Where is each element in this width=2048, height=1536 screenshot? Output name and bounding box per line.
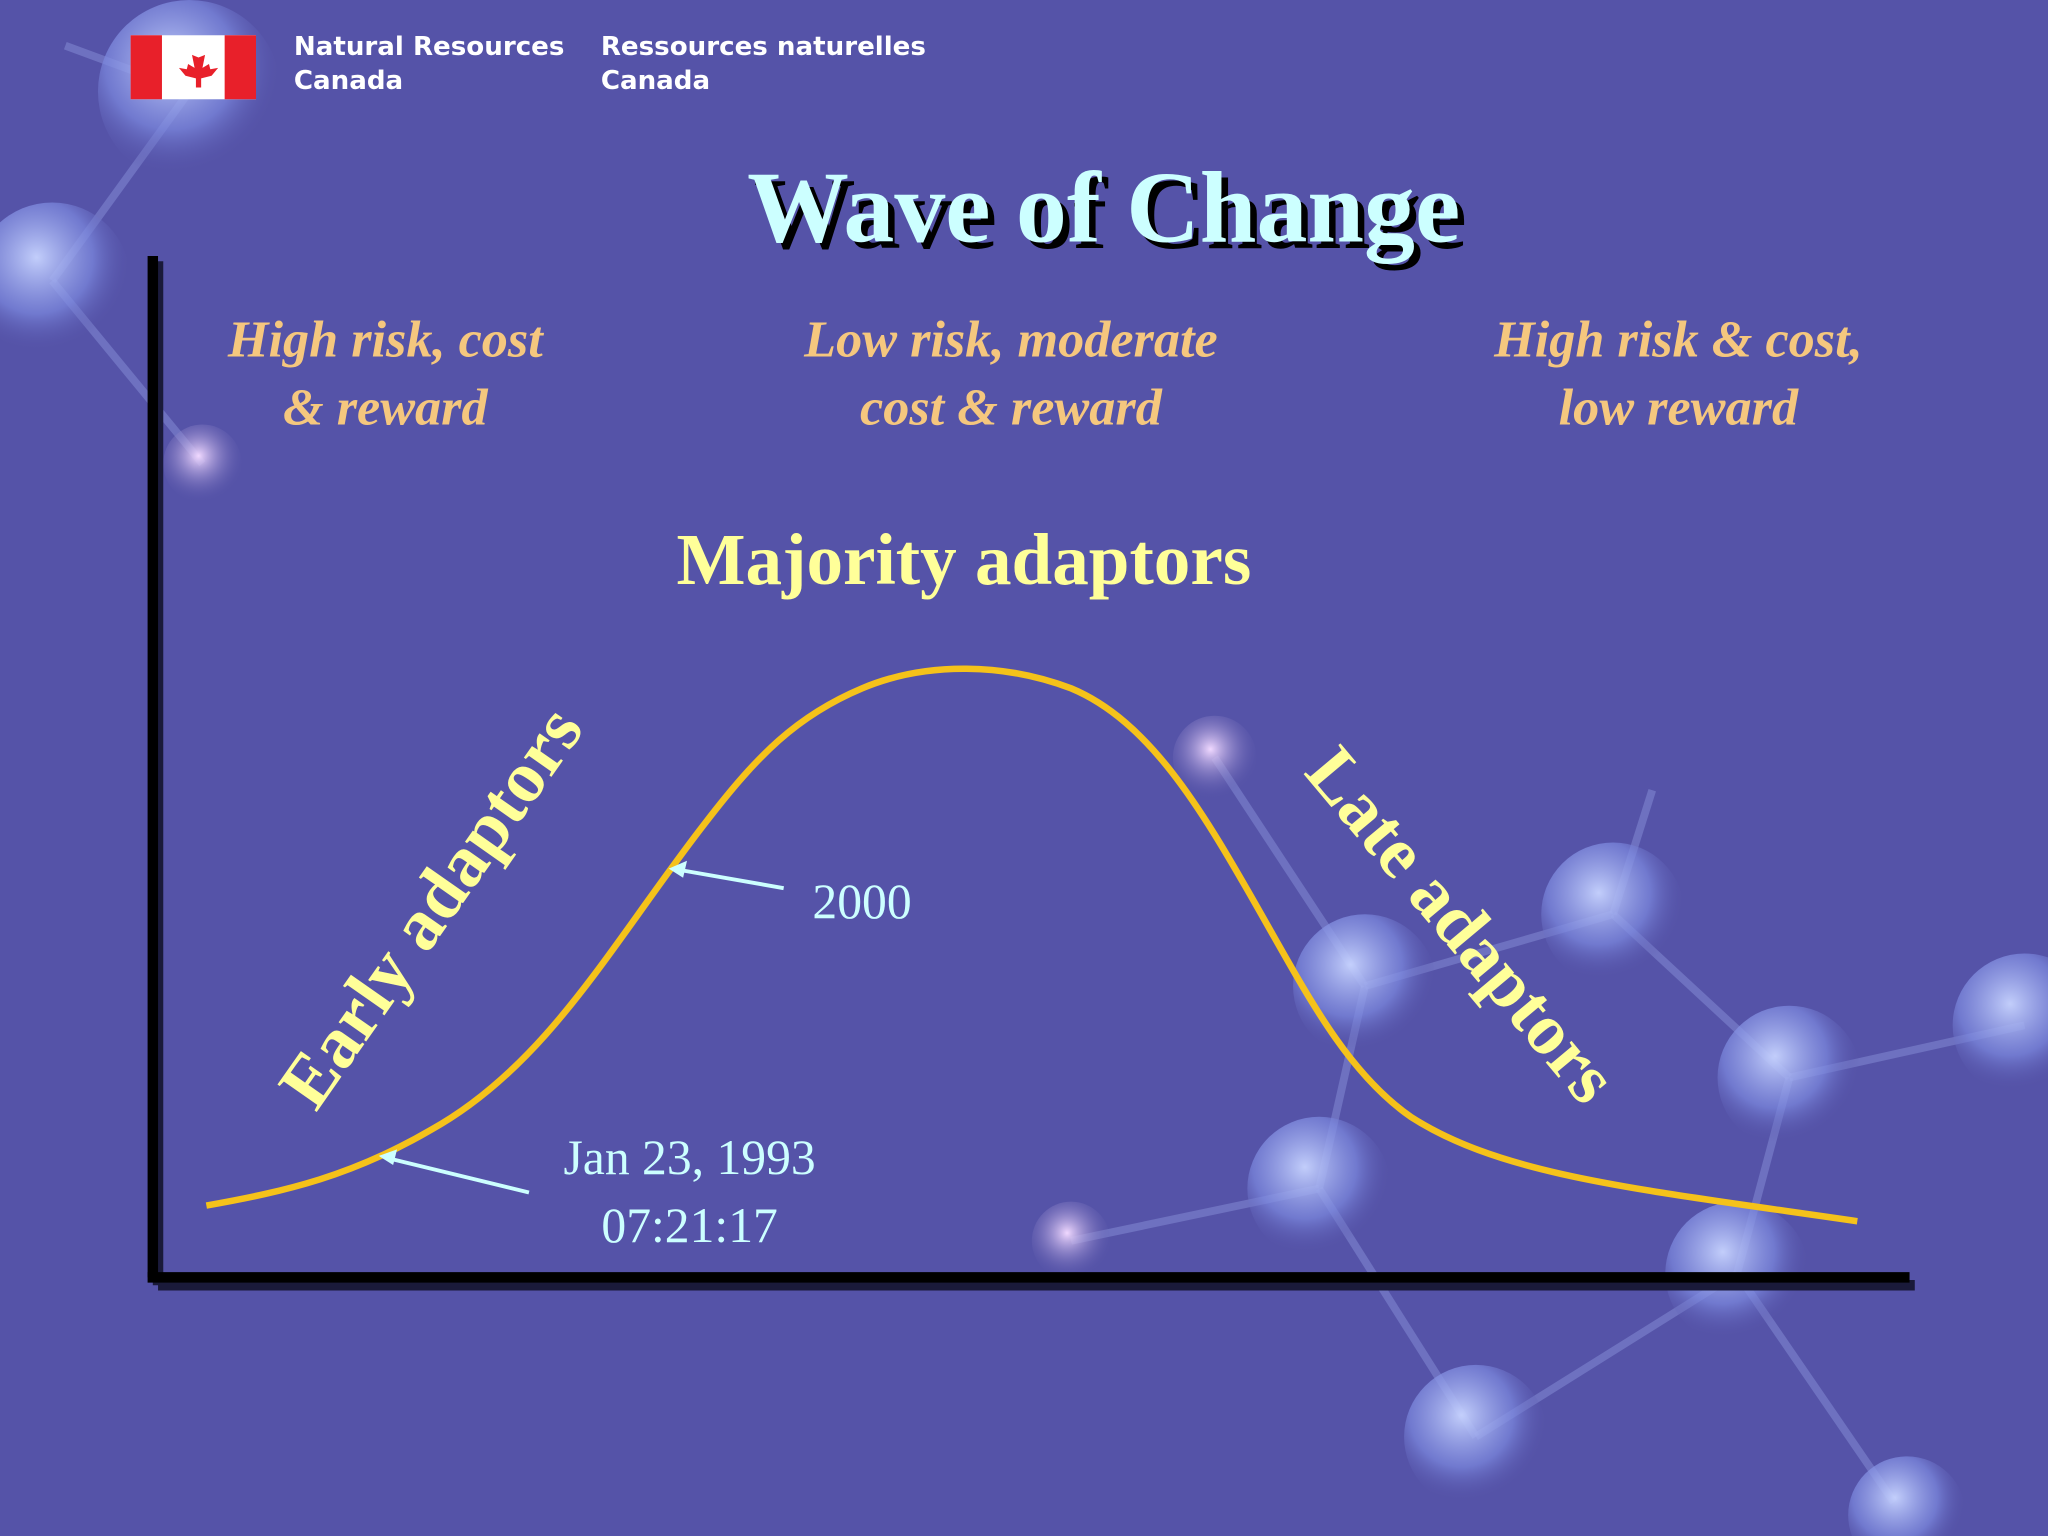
org-en-line2: Canada [294, 66, 403, 96]
org-fr-line1: Ressources naturelles [601, 32, 926, 62]
org-fr-line2: Canada [601, 66, 710, 96]
zone-right-line1: High risk & cost, [1493, 311, 1863, 369]
arrows [378, 860, 785, 1195]
org-en-line1: Natural Resources [294, 32, 565, 62]
annotation-2000: 2000 [812, 874, 911, 929]
annotation-date: Jan 23, 1993 [564, 1130, 816, 1185]
majority-label: Majority adaptors [677, 519, 1252, 600]
zone-left-line1: High risk, cost [227, 311, 544, 369]
title: Wave of Change [747, 152, 1460, 265]
zone-middle-line1: Low risk, moderate [803, 311, 1218, 369]
flag [130, 35, 256, 100]
title-shadow: Wave of Change [754, 158, 1467, 271]
axes [147, 255, 1915, 1291]
zone-right-line2: low reward [1559, 378, 1799, 436]
zone-middle-line2: cost & reward [860, 378, 1163, 436]
annotation-time: 07:21:17 [601, 1198, 777, 1253]
adoption-curve [205, 665, 1858, 1225]
zone-left-line2: & reward [283, 378, 488, 436]
